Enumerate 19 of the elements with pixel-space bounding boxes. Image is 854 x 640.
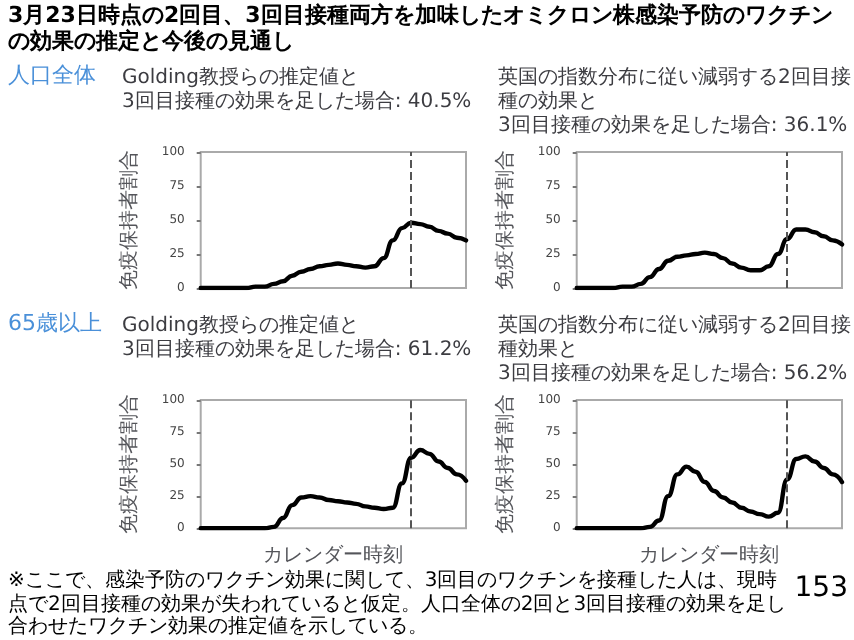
y-axis-title: 免疫保持者割合: [493, 150, 517, 290]
chart-title: 英国の指数分布に従い減弱する2回目接種効果と 3回目接種の効果を足した場合: 56.2%: [498, 313, 851, 385]
line-series: [198, 220, 469, 291]
chart-title: Golding教授らの推定値と 3回目接種の効果を足した場合: 40.5%: [122, 65, 472, 113]
line-series: [574, 454, 845, 531]
line-series: [198, 447, 469, 531]
chart-title: 英国の指数分布に従い減弱する2回目接種の効果と 3回目接種の効果を足した場合: 36.1%: [498, 65, 851, 137]
y-axis-title: 免疫保持者割合: [117, 150, 141, 290]
text: 人口全体: [8, 60, 96, 90]
x-axis-title: カレンダー時刻: [263, 543, 404, 567]
text: 65歳以上: [8, 308, 102, 338]
text: ※ここで、感染予防のワクチン効果に関して、3回目のワクチンを接種した人は、現時点で2回目接種の効果が失われていると仮定。人口全体の2回と3回目接種の効果を足し合わせたワクチン効果の推定値を示している。: [8, 570, 789, 639]
line-series: [574, 227, 845, 291]
chart-title: Golding教授らの推定値と 3回目接種の効果を足した場合: 61.2%: [122, 313, 472, 361]
y-axis-title: 免疫保持者割合: [117, 394, 141, 535]
text: 3月23日時点の2回目、3回目接種両方を加味したオミクロン株感染予防のワクチンの効果の推定と今後の見通し: [8, 2, 835, 54]
text: 153: [794, 572, 848, 604]
y-axis-title: 免疫保持者割合: [493, 394, 517, 535]
x-axis-title: カレンダー時刻: [639, 543, 780, 567]
